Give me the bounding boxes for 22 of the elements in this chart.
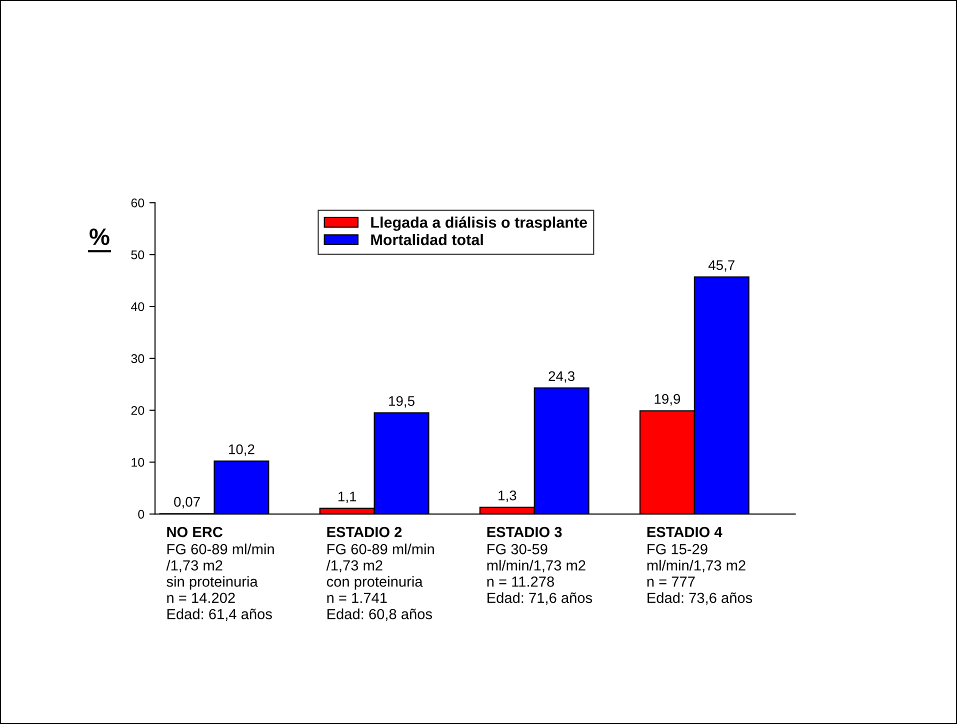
data-label: 45,7 [708,260,734,272]
y-tick-label: 0 [138,510,144,519]
legend-label: Llegada a diálisis o trasplante [371,216,588,231]
data-label: 19,5 [389,396,414,408]
x-tick-label: ESTADIO 3 FG 30-59 ml/min/1,73 m2 n = 11.278 Edad: 71,6 años [487,526,592,605]
y-tick-label: 10 [132,458,144,467]
x-tick-label: ESTADIO 4 FG 15-29 ml/min/1,73 m2 n = 777 Edad: 73,6 años [647,526,752,605]
y-tick-label: 60 [131,198,144,208]
data-label: 1,3 [498,490,516,502]
data-label: 19,9 [654,394,680,406]
legend-label: Mortalidad total [371,234,483,246]
x-tick-label: NO ERC FG 60-89 ml/min /1,73 m2 sin proteinuria n = 14.202 Edad: 61,4 años [166,526,274,621]
data-label: 0,07 [174,496,200,508]
y-tick-label: 50 [131,250,144,260]
y-tick-label: 40 [131,302,144,312]
y-tick-label: 20 [131,406,144,415]
y-tick-label: 30 [131,354,144,364]
y-axis-title: % [90,228,110,246]
data-label: 1,1 [338,492,356,504]
data-label: 10,2 [229,444,254,456]
x-tick-label: ESTADIO 2 FG 60-89 ml/min /1,73 m2 con proteinuria n = 1.741 Edad: 60,8 años [326,526,434,621]
data-label: 24,3 [548,371,574,383]
